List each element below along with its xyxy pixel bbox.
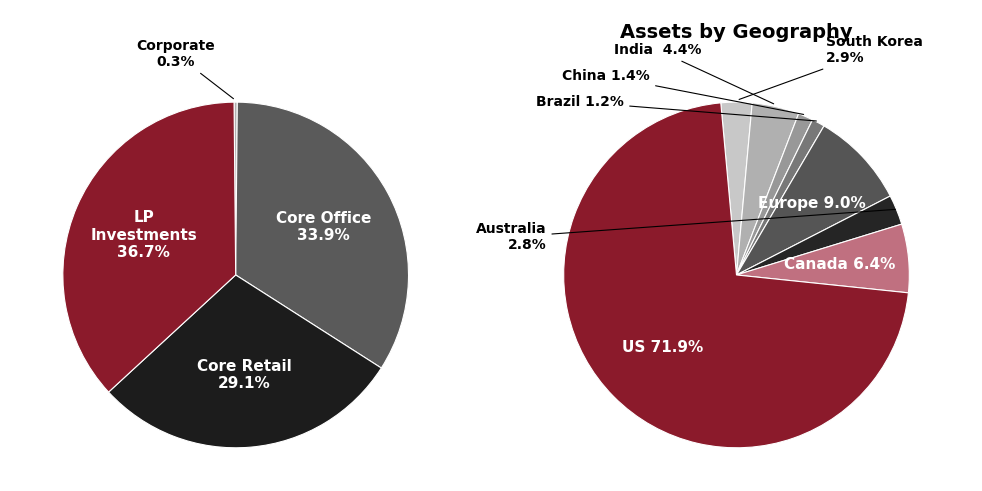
Text: Core Retail
29.1%: Core Retail 29.1% [197, 358, 292, 391]
Text: Corporate
0.3%: Corporate 0.3% [136, 39, 234, 99]
Wedge shape [736, 224, 909, 293]
Wedge shape [736, 126, 891, 275]
Wedge shape [736, 103, 798, 275]
Text: South Korea
2.9%: South Korea 2.9% [739, 35, 923, 100]
Wedge shape [236, 102, 409, 368]
Wedge shape [564, 103, 908, 448]
Wedge shape [721, 102, 752, 275]
Text: Brazil 1.2%: Brazil 1.2% [536, 95, 816, 121]
Wedge shape [736, 120, 824, 275]
Wedge shape [63, 102, 236, 392]
Wedge shape [736, 114, 812, 275]
Text: LP
Investments
36.7%: LP Investments 36.7% [90, 210, 197, 260]
Wedge shape [736, 196, 901, 275]
Text: US 71.9%: US 71.9% [622, 340, 703, 355]
Wedge shape [109, 275, 381, 448]
Text: India  4.4%: India 4.4% [615, 43, 774, 104]
Text: Australia
2.8%: Australia 2.8% [475, 209, 896, 252]
Title: Assets by Geography: Assets by Geography [621, 23, 852, 42]
Text: Canada 6.4%: Canada 6.4% [784, 257, 896, 273]
Wedge shape [234, 102, 238, 275]
Text: Europe 9.0%: Europe 9.0% [758, 196, 866, 211]
Text: Core Office
33.9%: Core Office 33.9% [276, 211, 371, 244]
Text: China 1.4%: China 1.4% [563, 69, 803, 114]
